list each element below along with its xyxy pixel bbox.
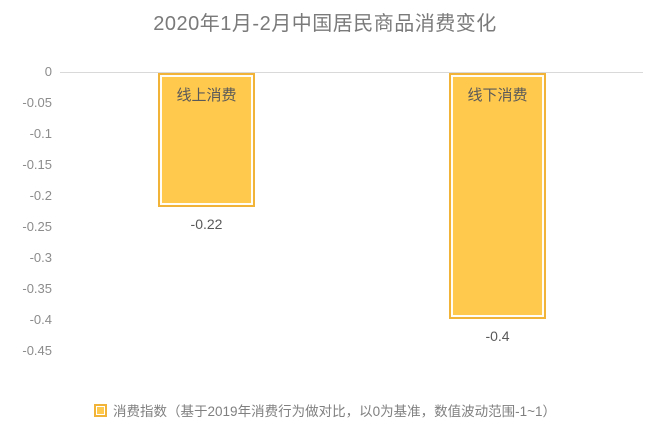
bar-value-label: -0.4 xyxy=(485,328,510,344)
bar-category-label: 线上消费 xyxy=(176,87,237,104)
bar-online-consumption[interactable]: 线上消费 xyxy=(158,73,255,207)
y-tick-label: 0 xyxy=(44,64,52,79)
y-tick-label: -0.15 xyxy=(22,157,52,172)
y-tick-label: -0.45 xyxy=(22,343,52,358)
bar-category-label: 线下消费 xyxy=(467,87,528,104)
y-tick-label: -0.25 xyxy=(22,219,52,234)
chart-title: 2020年1月-2月中国居民商品消费变化 xyxy=(153,13,497,35)
legend-label: 消费指数（基于2019年消费行为做对比，以0为基准，数值波动范围-1~1） xyxy=(113,404,556,419)
y-tick-label: -0.4 xyxy=(29,312,52,327)
y-tick-label: -0.2 xyxy=(29,188,52,203)
y-tick-label: -0.35 xyxy=(22,281,52,296)
y-tick-label: -0.1 xyxy=(29,126,52,141)
y-tick-label: -0.3 xyxy=(29,250,52,265)
chart-legend: 消费指数（基于2019年消费行为做对比，以0为基准，数值波动范围-1~1） xyxy=(0,400,650,420)
zero-axis-line xyxy=(60,72,643,73)
bar-offline-consumption[interactable]: 线下消费 xyxy=(449,73,546,319)
y-tick-label: -0.05 xyxy=(22,95,52,110)
bar-value-label: -0.22 xyxy=(190,216,223,233)
legend-swatch-icon xyxy=(94,403,108,417)
